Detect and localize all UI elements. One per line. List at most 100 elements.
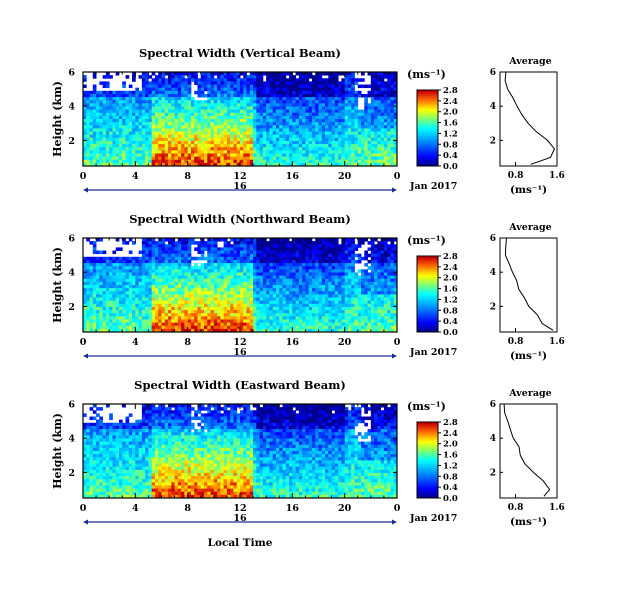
heatmap-cell xyxy=(194,241,198,245)
heatmap-cell xyxy=(282,297,287,302)
heatmap-cell xyxy=(256,140,261,145)
heatmap-cell xyxy=(390,150,395,154)
heatmap-cell xyxy=(367,72,372,76)
heatmap-cell xyxy=(295,122,300,126)
heatmap-cell xyxy=(275,247,280,251)
heatmap-cell xyxy=(233,263,238,267)
heatmap-cell xyxy=(249,278,254,283)
heatmap-cell xyxy=(213,297,218,302)
heatmap-cell xyxy=(217,156,221,161)
heatmap-cell xyxy=(383,75,388,79)
heatmap-cell xyxy=(148,159,153,164)
heatmap-cell xyxy=(194,159,198,164)
heatmap-cell xyxy=(181,241,185,245)
heatmap-cell xyxy=(132,106,136,110)
heatmap-cell xyxy=(112,313,117,317)
heatmap-cell xyxy=(181,153,185,157)
heatmap-cell xyxy=(285,253,290,258)
heatmap-cell xyxy=(298,84,303,89)
heatmap-cell xyxy=(230,244,234,248)
heatmap-cell xyxy=(200,281,205,286)
heatmap-cell xyxy=(92,97,97,101)
heatmap-cell xyxy=(164,122,169,126)
heatmap-cell xyxy=(305,294,310,298)
heatmap-cell xyxy=(292,328,296,333)
heatmap-cell xyxy=(249,134,254,139)
heatmap-cell xyxy=(370,128,375,132)
heatmap-cell xyxy=(338,109,342,114)
heatmap-cell xyxy=(285,84,290,89)
heatmap-cell xyxy=(311,78,316,82)
heatmap-cell xyxy=(161,259,166,264)
heatmap-cell xyxy=(272,319,277,323)
heatmap-cell xyxy=(190,72,195,76)
heatmap-cell xyxy=(115,303,120,308)
heatmap-cell xyxy=(132,140,136,145)
heatmap-cell xyxy=(154,97,159,101)
heatmap-cell xyxy=(190,131,195,136)
heatmap-cell xyxy=(318,247,323,251)
heatmap-cell xyxy=(181,238,185,242)
heatmap-cell xyxy=(207,75,211,79)
heatmap-cell xyxy=(315,134,319,139)
heatmap-cell xyxy=(187,303,192,308)
heatmap-cell xyxy=(158,256,162,261)
heatmap-cell xyxy=(141,244,146,248)
heatmap-cell xyxy=(86,103,90,107)
heatmap-cell xyxy=(289,294,293,298)
heatmap-cell xyxy=(122,115,126,120)
heatmap-cell xyxy=(207,103,211,107)
heatmap-cell xyxy=(158,119,162,123)
heatmap-cell xyxy=(377,159,382,164)
heatmap-cell xyxy=(285,131,290,136)
heatmap-cell xyxy=(387,159,391,164)
heatmap-cell xyxy=(128,162,133,167)
heatmap-cell xyxy=(364,137,368,142)
heatmap-cell xyxy=(249,319,254,323)
heatmap-cell xyxy=(338,112,342,117)
heatmap-cell xyxy=(311,100,316,104)
heatmap-cell xyxy=(109,297,113,302)
heatmap-cell xyxy=(207,266,211,270)
heatmap-cell xyxy=(200,250,205,255)
heatmap-cell xyxy=(259,310,264,314)
heatmap-cell xyxy=(187,253,192,258)
heatmap-cell xyxy=(230,238,234,242)
heatmap-cell xyxy=(380,112,385,117)
heatmap-cell xyxy=(289,310,293,314)
heatmap-cell xyxy=(200,306,205,311)
heatmap-cell xyxy=(240,162,244,167)
heatmap-cell xyxy=(236,144,241,148)
heatmap-cell xyxy=(236,300,241,305)
heatmap-cell xyxy=(325,87,329,92)
heatmap-cell xyxy=(328,90,332,95)
heatmap-cell xyxy=(164,140,169,145)
heatmap-cell xyxy=(282,306,287,311)
heatmap-cell xyxy=(148,137,153,142)
heatmap-cell xyxy=(118,119,123,123)
heatmap-cell xyxy=(377,75,382,79)
heatmap-cell xyxy=(194,90,198,95)
heatmap-cell xyxy=(226,109,231,114)
heatmap-cell xyxy=(331,153,336,157)
heatmap-cell xyxy=(187,288,192,292)
heatmap-cell xyxy=(115,122,120,126)
heatmap-cell xyxy=(92,103,97,107)
heatmap-cell xyxy=(334,134,339,139)
heatmap-cell xyxy=(249,131,254,136)
heatmap-cell xyxy=(311,310,316,314)
heatmap-cell xyxy=(109,150,113,154)
heatmap-cell xyxy=(249,313,254,317)
heatmap-cell xyxy=(367,84,372,89)
heatmap-cell xyxy=(328,78,332,82)
heatmap-cell xyxy=(374,100,378,104)
heatmap-cell xyxy=(92,322,97,327)
heatmap-cell xyxy=(341,115,346,120)
heatmap-cell xyxy=(236,125,241,129)
heatmap-cell xyxy=(390,112,395,117)
heatmap-cell xyxy=(289,131,293,136)
heatmap-cell xyxy=(282,72,287,76)
heatmap-cell xyxy=(141,269,146,273)
heatmap-cell xyxy=(253,159,257,164)
heatmap-cell xyxy=(233,238,238,242)
